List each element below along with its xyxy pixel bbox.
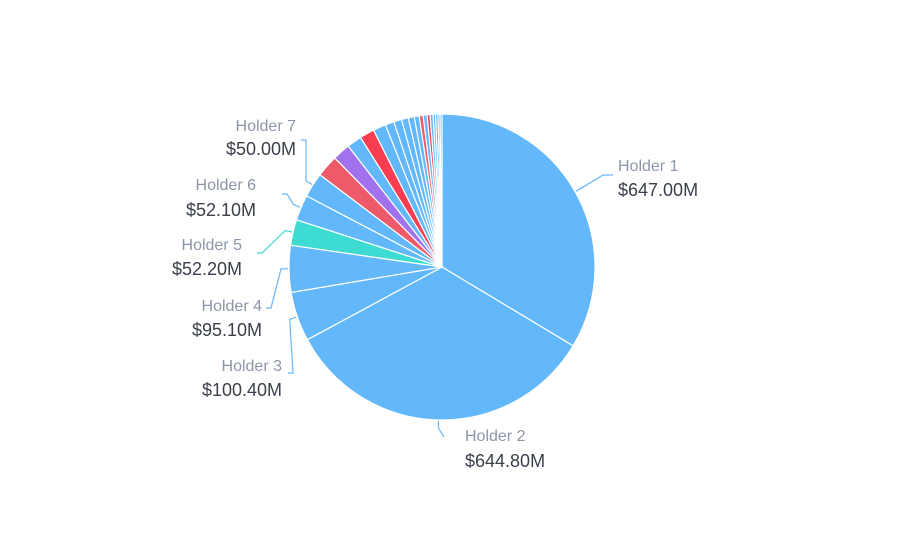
leader-line: [575, 174, 613, 192]
leader-line: [288, 316, 297, 374]
leader-line: [437, 420, 445, 438]
slice-holder-2[interactable]: [306, 266, 574, 421]
label-value-holder-5: $52.20M: [172, 259, 242, 279]
leader-line: [301, 139, 313, 186]
pie-slices: [288, 113, 596, 421]
label-value-holder-7: $50.00M: [226, 139, 296, 159]
label-name-holder-2: Holder 2: [465, 428, 526, 445]
leader-line: [282, 193, 301, 208]
slice-minor-25[interactable]: [439, 113, 443, 268]
label-name-holder-1: Holder 1: [618, 158, 679, 175]
slice-holder-1[interactable]: [441, 113, 596, 347]
label-name-holder-7: Holder 7: [236, 118, 297, 135]
label-value-holder-2: $644.80M: [465, 451, 545, 471]
label-value-holder-1: $647.00M: [618, 180, 698, 200]
label-name-holder-3: Holder 3: [222, 358, 283, 375]
label-value-holder-4: $95.10M: [192, 320, 262, 340]
leader-line: [266, 268, 288, 309]
label-value-holder-3: $100.40M: [202, 380, 282, 400]
leader-line: [257, 229, 293, 254]
label-name-holder-6: Holder 6: [196, 177, 257, 194]
label-name-holder-4: Holder 4: [202, 298, 263, 315]
label-value-holder-6: $52.10M: [186, 200, 256, 220]
pie-labels: Holder 1 $647.00M Holder 2 $644.80M Holder 3…: [172, 118, 698, 471]
label-name-holder-5: Holder 5: [182, 237, 243, 254]
